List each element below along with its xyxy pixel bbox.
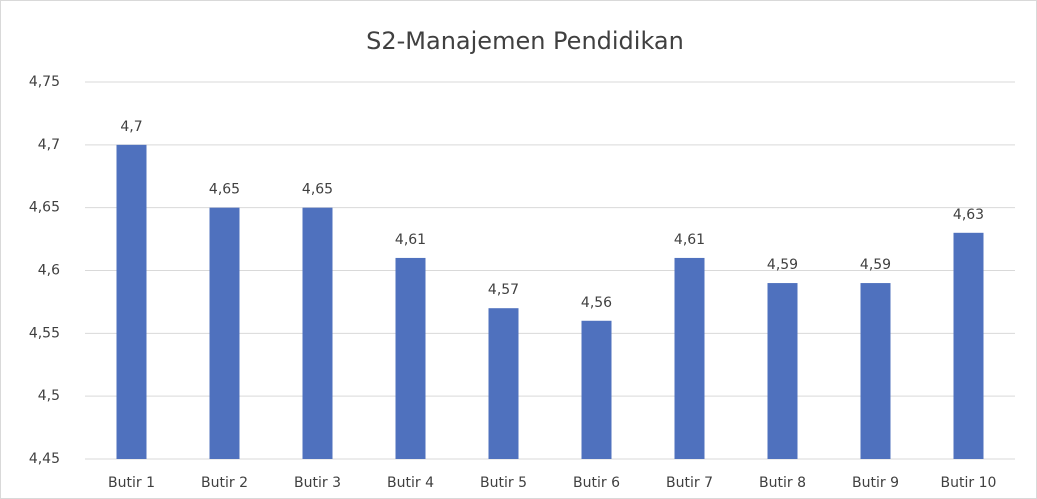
bar [488,308,519,459]
data-label: 4,56 [581,295,612,311]
y-tick-label: 4,45 [29,451,60,467]
x-tick-label: Butir 9 [852,475,899,491]
bar [302,207,333,459]
bar [767,283,798,459]
x-tick-label: Butir 4 [387,475,434,491]
data-label: 4,63 [953,207,984,223]
data-label: 4,59 [860,257,891,273]
bar [395,257,426,459]
x-tick-label: Butir 10 [941,475,997,491]
data-label: 4,61 [674,232,705,248]
x-tick-label: Butir 3 [294,475,341,491]
data-label: 4,59 [767,257,798,273]
data-label: 4,65 [302,182,333,198]
x-tick-label: Butir 7 [666,475,713,491]
y-tick-label: 4,7 [38,137,60,153]
bar [209,207,240,459]
x-tick-label: Butir 5 [480,475,527,491]
data-label: 4,61 [395,232,426,248]
y-tick-label: 4,55 [29,325,60,341]
y-tick-label: 4,5 [38,388,60,404]
bar [674,257,705,459]
x-tick-label: Butir 2 [201,475,248,491]
data-label: 4,7 [120,119,142,135]
bar [953,232,984,459]
bar [116,144,147,460]
x-tick-label: Butir 1 [108,475,155,491]
bar [860,283,891,459]
y-tick-label: 4,6 [38,263,60,279]
x-tick-label: Butir 8 [759,475,806,491]
y-tick-label: 4,75 [29,74,60,90]
y-tick-label: 4,65 [29,200,60,216]
bar [581,320,612,459]
data-label: 4,57 [488,282,519,298]
data-label: 4,65 [209,182,240,198]
chart-title: S2-Manajemen Pendidikan [366,27,684,55]
x-tick-label: Butir 6 [573,475,620,491]
